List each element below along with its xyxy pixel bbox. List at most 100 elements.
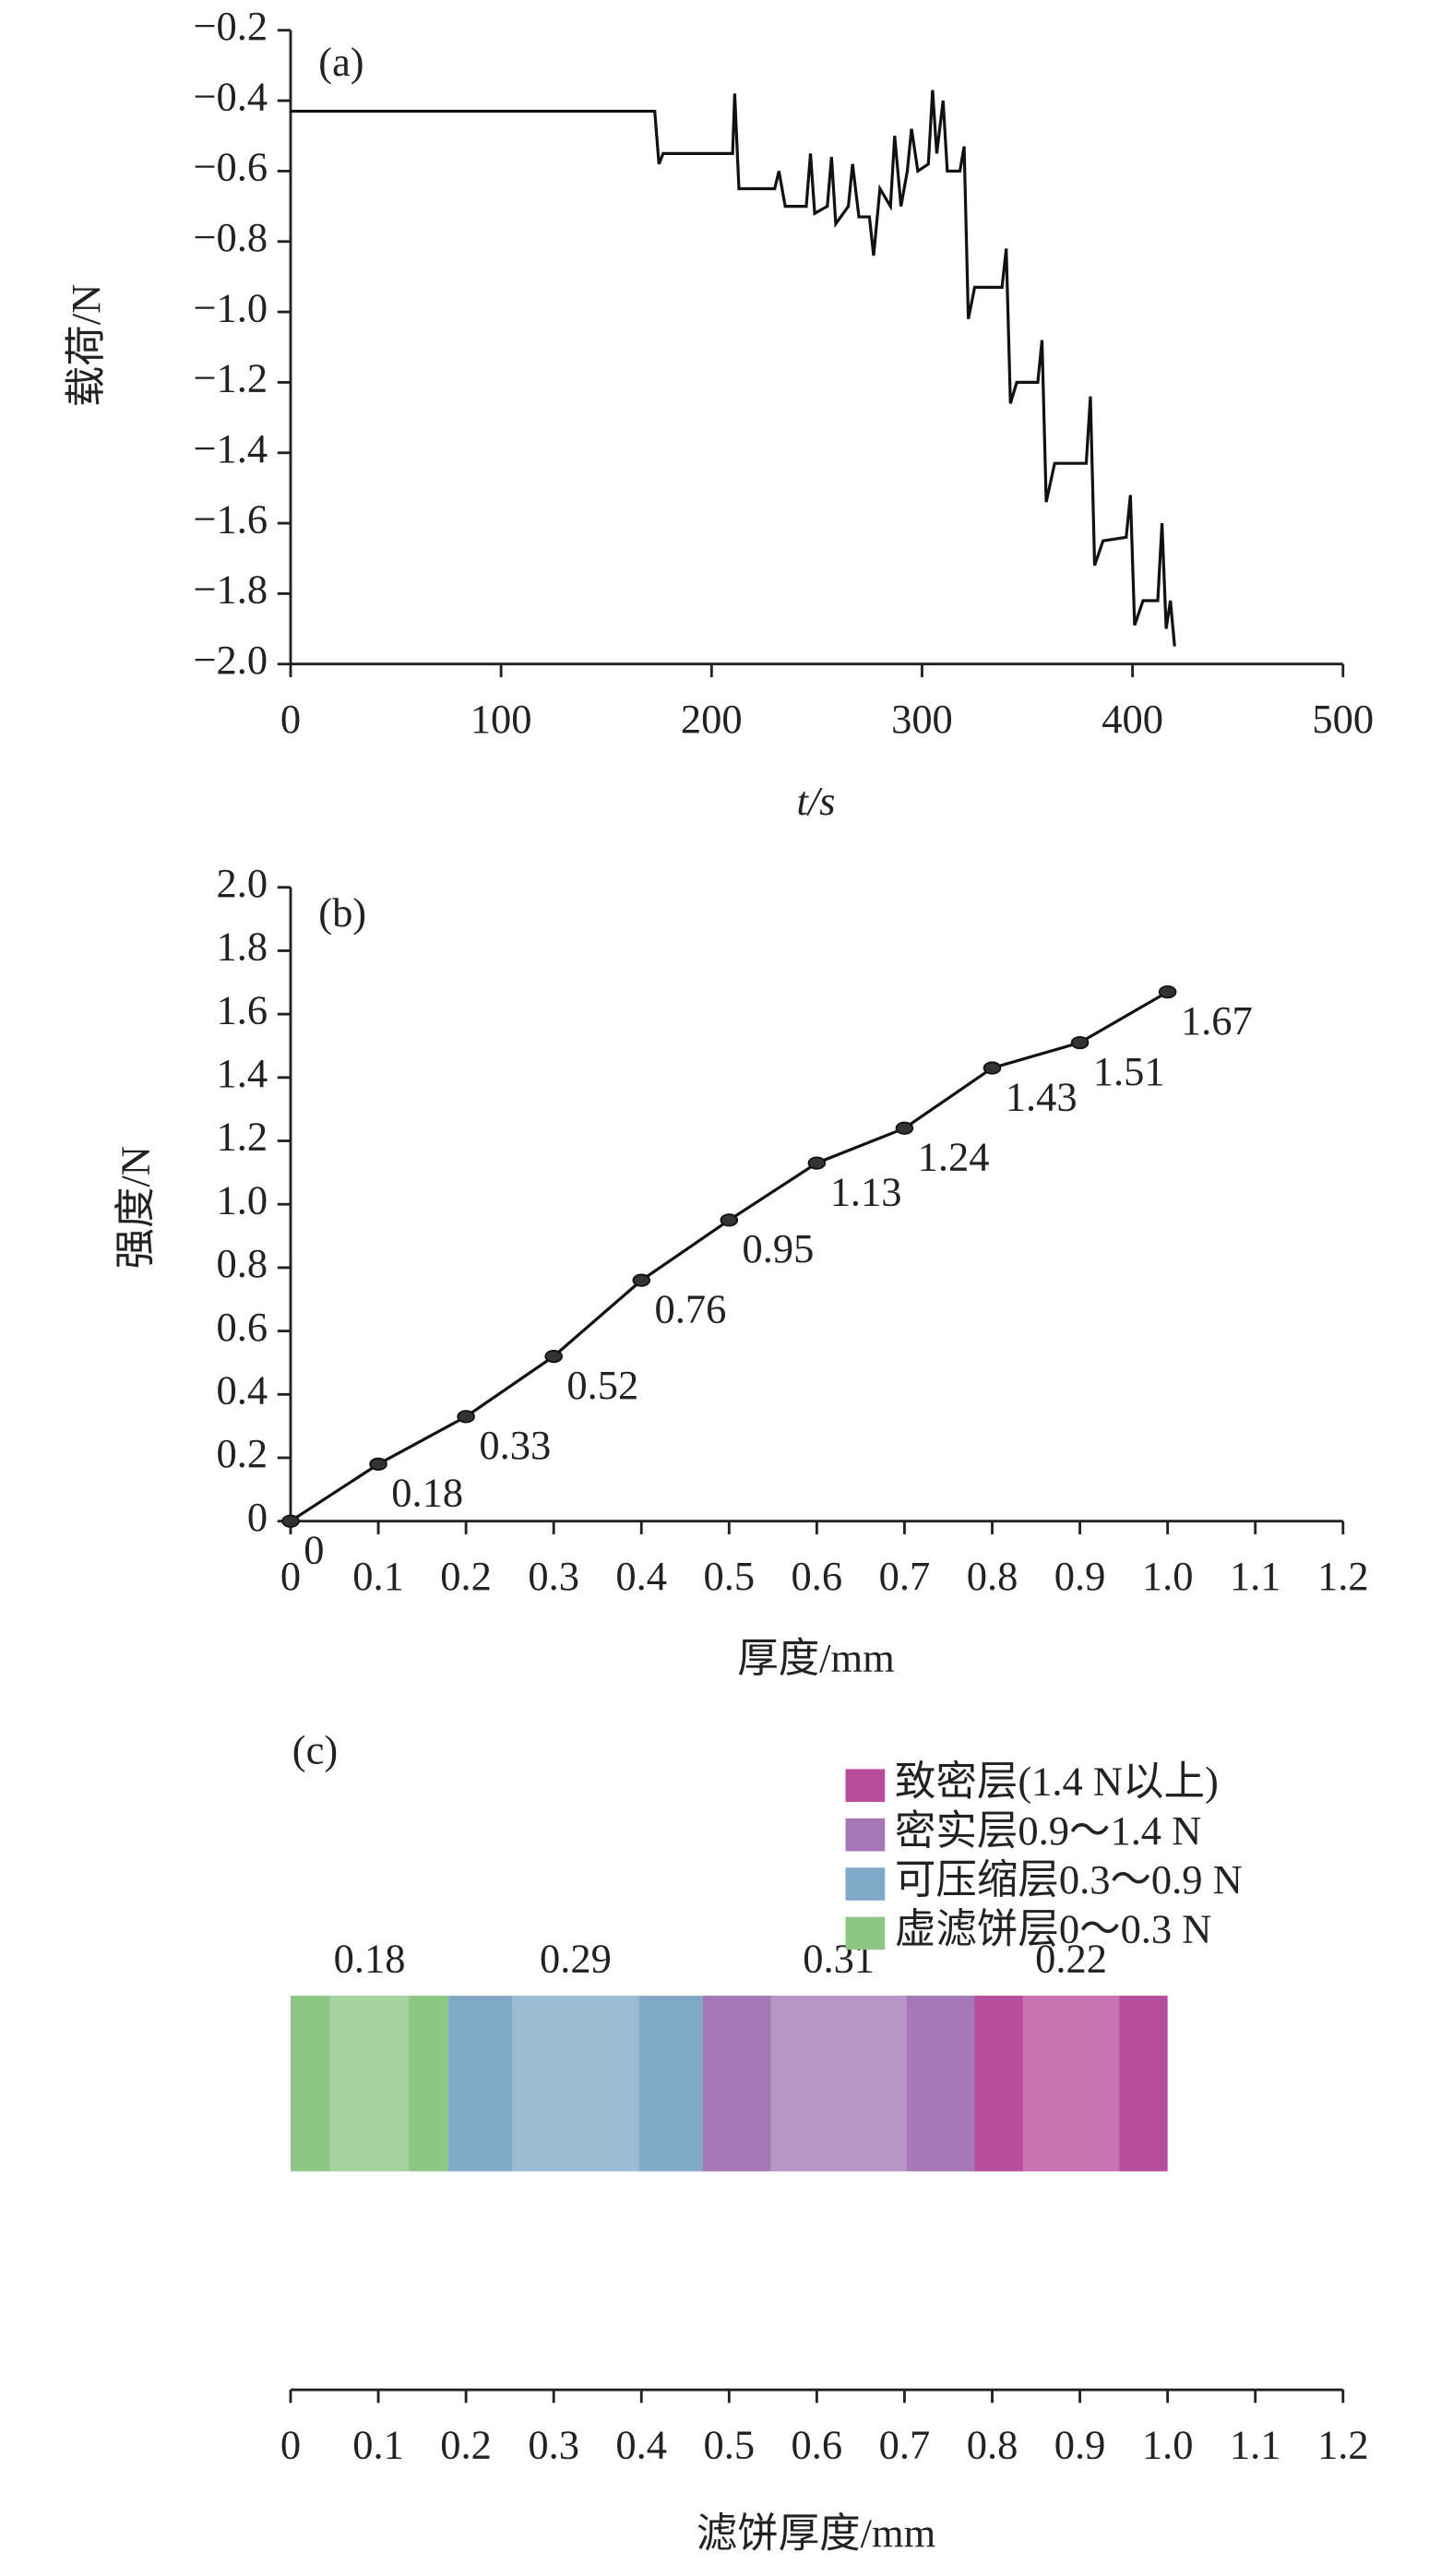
data-label: 1.43 (1006, 1073, 1078, 1119)
data-line (290, 990, 1169, 1523)
y-tick-label: −1.8 (193, 566, 268, 613)
data-label: 1.24 (918, 1134, 990, 1180)
x-tick-label: 0.4 (615, 2421, 667, 2467)
x-axis-title: t/s (796, 778, 835, 824)
y-tick-label: −0.8 (193, 214, 268, 260)
x-tick-label: 0.1 (352, 2421, 404, 2467)
x-tick-label: 200 (681, 696, 743, 742)
data-label: 1.67 (1181, 997, 1253, 1044)
bar-segment (291, 1996, 449, 2172)
x-tick-label: 0.8 (967, 2421, 1018, 2467)
x-tick-label: 400 (1102, 696, 1163, 742)
legend-swatch (845, 1769, 886, 1803)
y-tick-label: 1.0 (216, 1176, 268, 1222)
data-label: 1.51 (1093, 1048, 1165, 1094)
y-axis-title: 载荷/N (63, 284, 109, 407)
bar-segment (974, 1996, 1168, 2172)
data-point (807, 1156, 827, 1170)
panel-label: (a) (318, 39, 363, 85)
x-tick-label: 0.3 (528, 1553, 579, 1599)
data-point (544, 1349, 563, 1364)
x-axis-title: 厚度/mm (737, 1635, 895, 1681)
x-tick-label: 300 (891, 696, 953, 742)
x-tick-label: 1.2 (1317, 1553, 1369, 1599)
y-axis-title: 强度/N (112, 1146, 158, 1269)
data-label: 0.18 (391, 1470, 463, 1516)
x-tick-label: 0 (280, 1553, 301, 1599)
x-tick-label: 100 (470, 696, 532, 742)
legend-swatch (845, 1916, 886, 1950)
data-label: 0.52 (566, 1362, 638, 1408)
bar-highlight (770, 1996, 907, 2172)
legend-label: 虚滤饼层0～0.3 N (895, 1906, 1212, 1952)
x-tick-label: 1.0 (1142, 1553, 1194, 1599)
x-axis-title: 滤饼厚度/mm (697, 2510, 935, 2557)
data-point (369, 1457, 387, 1472)
y-tick-label: −1.6 (193, 495, 268, 542)
y-tick-label: 1.4 (216, 1050, 268, 1096)
bar-highlight (1022, 1996, 1120, 2172)
y-tick-label: 1.2 (216, 1114, 268, 1160)
segment-label: 0.22 (1035, 1936, 1107, 1982)
y-tick-label: 0.4 (216, 1367, 268, 1413)
y-tick-label: 0.6 (216, 1304, 268, 1350)
legend-swatch (845, 1818, 886, 1852)
segment-label: 0.18 (334, 1936, 406, 1982)
bar-highlight (329, 1996, 410, 2172)
x-tick-label: 0.7 (879, 2421, 931, 2467)
panel-label: (b) (318, 889, 366, 936)
data-point (632, 1273, 651, 1287)
x-tick-label: 0.1 (352, 1553, 404, 1599)
x-tick-label: 500 (1312, 696, 1374, 742)
data-label: 0.76 (654, 1285, 726, 1331)
x-tick-label: 0.5 (704, 2421, 756, 2467)
x-tick-label: 1.1 (1230, 2421, 1281, 2467)
x-tick-label: 0.8 (967, 1553, 1018, 1599)
bar-segment (448, 1996, 703, 2172)
x-tick-label: 0 (280, 696, 301, 742)
data-point (895, 1121, 914, 1135)
legend-label: 可压缩层0.3～0.9 N (895, 1856, 1243, 1902)
x-tick-label: 0 (280, 2421, 301, 2467)
panel-label: (c) (292, 1727, 338, 1773)
data-point (1158, 984, 1177, 999)
y-tick-label: 1.6 (216, 986, 268, 1032)
x-tick-label: 0.7 (879, 1553, 931, 1599)
data-label: 0.95 (743, 1225, 815, 1271)
y-tick-label: −0.2 (193, 3, 268, 49)
data-point (1070, 1035, 1090, 1050)
x-tick-label: 0.2 (440, 1553, 492, 1599)
y-tick-label: −0.4 (193, 73, 268, 119)
x-tick-label: 0.3 (528, 2421, 579, 2467)
x-tick-label: 1.2 (1317, 2421, 1369, 2467)
x-tick-label: 0.2 (440, 2421, 492, 2467)
data-point (457, 1410, 475, 1424)
x-tick-label: 1.0 (1142, 2421, 1194, 2467)
data-label: 0 (304, 1527, 324, 1573)
data-point (983, 1061, 1002, 1075)
y-tick-label: −1.4 (193, 425, 268, 471)
y-tick-label: 0 (247, 1494, 268, 1540)
data-label: 0.33 (479, 1422, 551, 1468)
segment-label: 0.29 (540, 1936, 612, 1982)
x-tick-label: 0.4 (615, 1553, 667, 1599)
x-tick-label: 0.9 (1054, 2421, 1106, 2467)
x-tick-label: 1.1 (1230, 1553, 1281, 1599)
y-tick-label: −2.0 (193, 637, 268, 683)
y-tick-label: −0.6 (193, 144, 268, 190)
bar-highlight (512, 1996, 639, 2172)
legend-swatch (845, 1867, 886, 1901)
y-tick-label: −1.0 (193, 284, 268, 330)
data-point (720, 1213, 739, 1227)
legend-label: 密实层0.9～1.4 N (895, 1807, 1201, 1854)
y-tick-label: 0.2 (216, 1430, 268, 1476)
legend-label: 致密层(1.4 N以上) (895, 1758, 1219, 1804)
data-line (291, 89, 1176, 647)
x-tick-label: 0.6 (792, 2421, 843, 2467)
data-label: 1.13 (830, 1168, 902, 1214)
bar-segment (702, 1996, 975, 2172)
data-point (281, 1514, 300, 1528)
y-tick-label: 0.8 (216, 1240, 268, 1286)
